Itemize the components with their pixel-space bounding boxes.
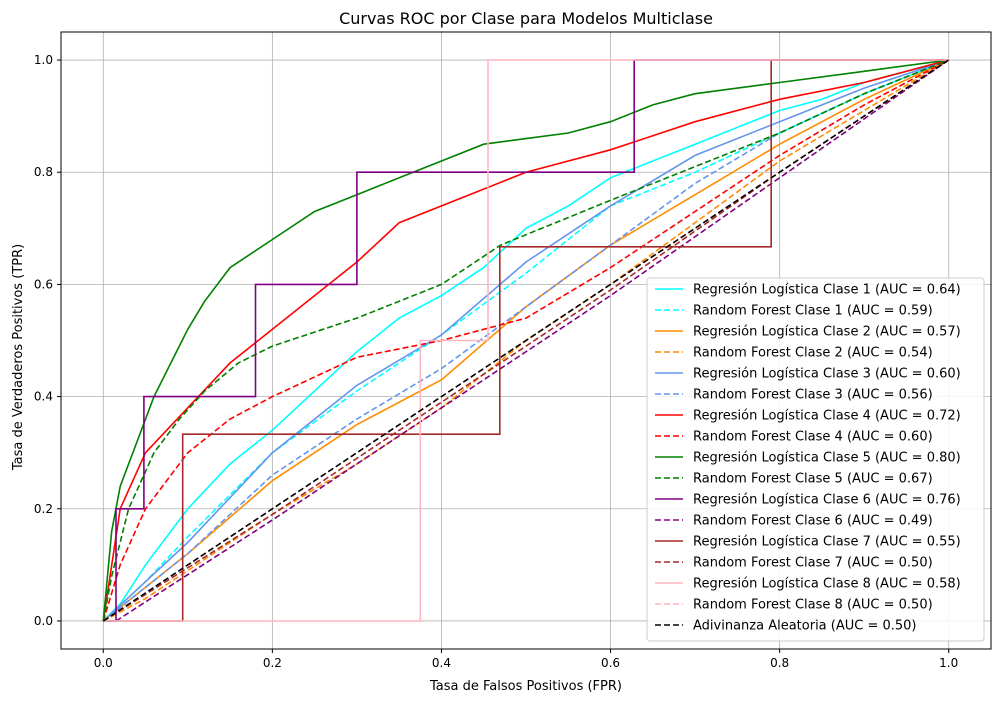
legend-label-13: Regresión Logística Clase 7 (AUC = 0.55) [693,535,961,550]
legend-label-2: Random Forest Clase 1 (AUC = 0.59) [693,304,933,319]
legend-label-6: Random Forest Clase 3 (AUC = 0.56) [693,388,933,403]
x-tick-label: 0.0 [94,656,113,670]
x-tick-label: 0.6 [601,656,620,670]
series-line-7 [102,59,949,622]
legend-label-9: Regresión Logística Clase 5 (AUC = 0.80) [693,451,961,466]
x-axis-label: Tasa de Falsos Positivos (FPR) [429,679,622,694]
chart-title: Curvas ROC por Clase para Modelos Multic… [339,9,713,28]
series-layer [102,59,950,622]
legend-label-3: Regresión Logística Clase 2 (AUC = 0.57) [693,325,961,340]
series-line-10 [102,59,949,622]
legend-label-11: Regresión Logística Clase 6 (AUC = 0.76) [693,493,961,508]
x-tick-label: 1.0 [939,656,958,670]
legend-label-1: Regresión Logística Clase 1 (AUC = 0.64) [693,283,961,298]
legend-label-10: Random Forest Clase 5 (AUC = 0.67) [693,472,933,487]
y-tick-label: 0.0 [34,614,53,628]
series-line-17 [102,59,950,622]
y-tick-label: 0.2 [34,502,53,516]
series-line-12 [115,59,950,622]
y-tick-label: 0.6 [34,277,53,291]
legend-label-17: Adivinanza Aleatoria (AUC = 0.50) [693,619,917,634]
series-line-14 [102,59,950,622]
x-tick-label: 0.2 [263,656,282,670]
legend-label-5: Regresión Logística Clase 3 (AUC = 0.60) [693,367,961,382]
series-line-13 [103,59,949,622]
legend-label-15: Regresión Logística Clase 8 (AUC = 0.58) [693,577,961,592]
series-line-8 [102,59,950,622]
x-tick-label: 0.4 [432,656,451,670]
y-tick-label: 0.4 [34,390,53,404]
y-tick-label: 0.8 [34,165,53,179]
axis-ticks: 0.0 0.2 0.4 0.6 0.8 1.0 0.0 0.2 0.4 0.6 0.8 1.0 [34,53,958,670]
series-line-1 [102,59,949,622]
legend-label-16: Random Forest Clase 8 (AUC = 0.50) [693,598,933,613]
legend-label-7: Regresión Logística Clase 4 (AUC = 0.72) [693,409,961,424]
legend-box [646,277,985,642]
plot-frame [60,31,992,650]
legend-label-14: Random Forest Clase 7 (AUC = 0.50) [693,556,933,571]
legend-label-8: Random Forest Clase 4 (AUC = 0.60) [693,430,933,445]
series-line-11 [103,59,949,622]
y-tick-label: 1.0 [34,53,53,67]
legend: Regresión Logística Clase 1 (AUC = 0.64)… [646,277,985,642]
series-line-15 [103,59,949,622]
legend-label-12: Random Forest Clase 6 (AUC = 0.49) [693,514,933,529]
y-axis-label: Tasa de Verdaderos Positivos (TPR) [11,244,26,471]
x-tick-label: 0.8 [770,656,789,670]
legend-label-4: Random Forest Clase 2 (AUC = 0.54) [693,346,933,361]
series-line-5 [102,59,949,622]
